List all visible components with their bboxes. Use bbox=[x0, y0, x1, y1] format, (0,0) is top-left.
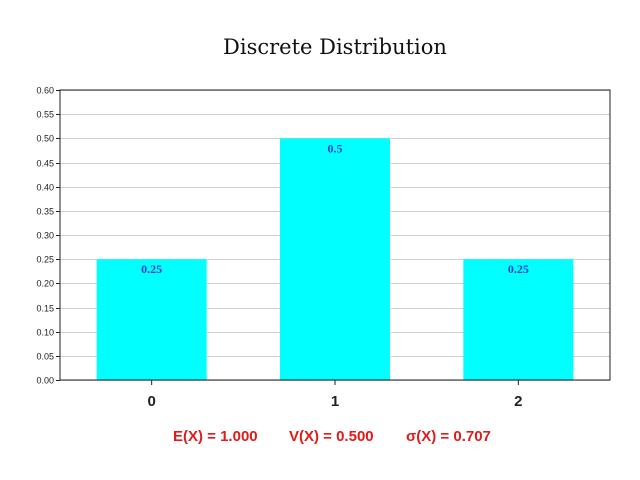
x-axis: 0 1 2 bbox=[147, 380, 523, 410]
data-label: 0.25 bbox=[141, 262, 162, 276]
plot-frame bbox=[59, 89, 611, 381]
y-tick-label: 0.55 bbox=[36, 110, 54, 120]
bar bbox=[463, 259, 574, 380]
y-tick-label: 0.25 bbox=[36, 255, 54, 265]
data-label: 0.5 bbox=[328, 141, 343, 155]
y-tick-label: 0.35 bbox=[36, 207, 54, 217]
chart-title: Discrete Distribution bbox=[223, 35, 447, 59]
bar bbox=[96, 259, 207, 380]
y-tick-label: 0.00 bbox=[36, 376, 54, 386]
x-tick-label: 2 bbox=[514, 393, 522, 410]
x-tick-label: 1 bbox=[331, 393, 339, 410]
bar bbox=[280, 138, 390, 380]
data-labels: 0.25 0.5 0.25 bbox=[141, 141, 529, 276]
statistics-line: E(X) = 1.000 V(X) = 0.500 σ(X) = 0.707 bbox=[173, 428, 491, 445]
y-tick-label: 0.50 bbox=[36, 134, 54, 144]
y-tick-label: 0.15 bbox=[36, 304, 54, 314]
expectation-text: E(X) = 1.000 bbox=[173, 428, 258, 445]
y-tick-label: 0.10 bbox=[36, 328, 54, 338]
x-tick-label: 0 bbox=[147, 393, 155, 410]
y-tick-label: 0.40 bbox=[36, 183, 54, 193]
y-tick-label: 0.60 bbox=[36, 86, 54, 96]
stddev-text: σ(X) = 0.707 bbox=[406, 428, 491, 445]
y-tick-label: 0.45 bbox=[36, 159, 54, 169]
y-tick-label: 0.20 bbox=[36, 279, 54, 289]
y-axis: 0.00 0.05 0.10 0.15 0.20 0.25 0.30 0.35 0.40 0.45… bbox=[36, 86, 60, 386]
y-tick-label: 0.05 bbox=[36, 352, 54, 362]
variance-text: V(X) = 0.500 bbox=[289, 428, 374, 445]
bars bbox=[96, 138, 574, 380]
y-tick-label: 0.30 bbox=[36, 231, 54, 241]
data-label: 0.25 bbox=[508, 262, 529, 276]
